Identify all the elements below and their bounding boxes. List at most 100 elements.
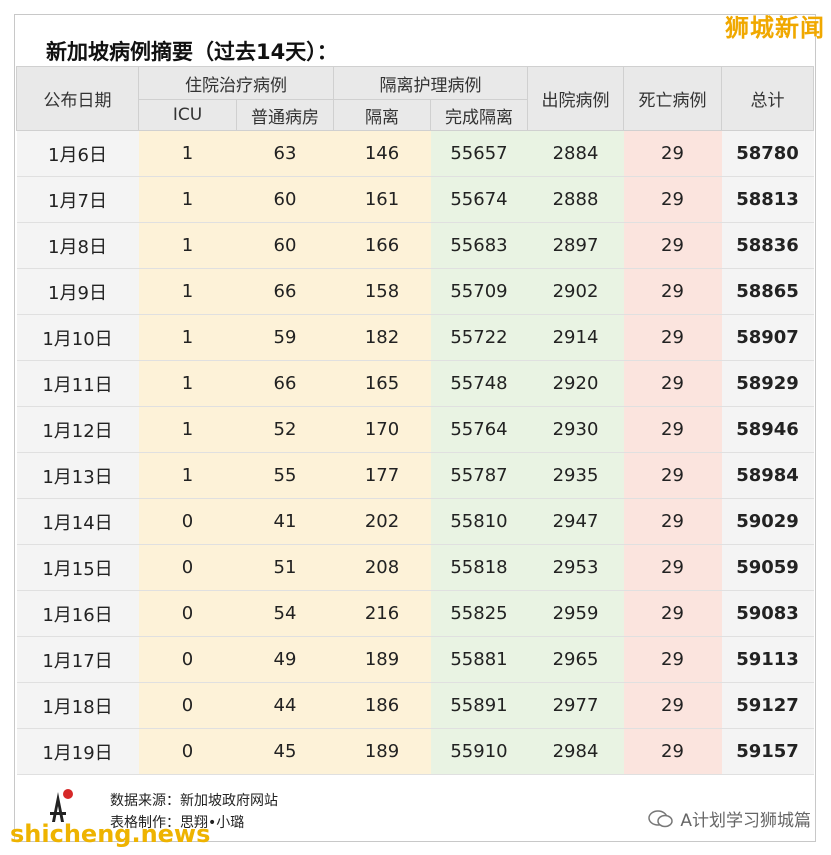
cell-completed: 55764 bbox=[430, 406, 528, 453]
cell-total: 59083 bbox=[721, 590, 814, 637]
page-title: 新加坡病例摘要（过去14天）： bbox=[46, 40, 338, 64]
cell-isolation: 202 bbox=[333, 498, 431, 545]
cell-discharged: 2897 bbox=[527, 222, 624, 269]
cell-date: 1月12日 bbox=[16, 406, 139, 453]
table-row: 1月14日 0 41 202 55810 2947 29 59029 bbox=[16, 498, 814, 545]
table-row: 1月15日 0 51 208 55818 2953 29 59059 bbox=[16, 544, 814, 591]
cell-completed: 55657 bbox=[430, 130, 528, 177]
cell-discharged: 2947 bbox=[527, 498, 624, 545]
table-row: 1月11日 1 66 165 55748 2920 29 58929 bbox=[16, 360, 814, 407]
cell-total: 59127 bbox=[721, 682, 814, 729]
cell-isolation: 189 bbox=[333, 636, 431, 683]
cell-icu: 1 bbox=[138, 222, 237, 269]
cell-isolation: 166 bbox=[333, 222, 431, 269]
cell-discharged: 2935 bbox=[527, 452, 624, 499]
cell-icu: 1 bbox=[138, 268, 237, 315]
cell-date: 1月17日 bbox=[16, 636, 139, 683]
header-discharged: 出院病例 bbox=[527, 66, 624, 131]
cell-isolation: 146 bbox=[333, 130, 431, 177]
cell-icu: 1 bbox=[138, 406, 237, 453]
table-row: 1月19日 0 45 189 55910 2984 29 59157 bbox=[16, 728, 814, 775]
cell-deaths: 29 bbox=[623, 682, 722, 729]
cell-date: 1月14日 bbox=[16, 498, 139, 545]
header-deaths: 死亡病例 bbox=[623, 66, 722, 131]
cell-icu: 1 bbox=[138, 130, 237, 177]
cell-deaths: 29 bbox=[623, 176, 722, 223]
cell-ward: 59 bbox=[236, 314, 334, 361]
cell-ward: 63 bbox=[236, 130, 334, 177]
cell-date: 1月9日 bbox=[16, 268, 139, 315]
cell-deaths: 29 bbox=[623, 130, 722, 177]
cell-deaths: 29 bbox=[623, 406, 722, 453]
cell-isolation: 182 bbox=[333, 314, 431, 361]
cell-date: 1月13日 bbox=[16, 452, 139, 499]
cell-isolation: 216 bbox=[333, 590, 431, 637]
cell-ward: 60 bbox=[236, 222, 334, 269]
cell-total: 59157 bbox=[721, 728, 814, 775]
cell-total: 58929 bbox=[721, 360, 814, 407]
cell-ward: 41 bbox=[236, 498, 334, 545]
cell-icu: 1 bbox=[138, 452, 237, 499]
cell-discharged: 2953 bbox=[527, 544, 624, 591]
table-row: 1月10日 1 59 182 55722 2914 29 58907 bbox=[16, 314, 814, 361]
cell-date: 1月16日 bbox=[16, 590, 139, 637]
cell-isolation: 170 bbox=[333, 406, 431, 453]
cell-completed: 55910 bbox=[430, 728, 528, 775]
cases-table: 公布日期 住院治疗病例 隔离护理病例 出院病例 死亡病例 总计 ICU 普通病房… bbox=[16, 66, 814, 775]
cell-icu: 0 bbox=[138, 728, 237, 775]
cell-completed: 55825 bbox=[430, 590, 528, 637]
cell-total: 59113 bbox=[721, 636, 814, 683]
cell-icu: 0 bbox=[138, 636, 237, 683]
cell-discharged: 2914 bbox=[527, 314, 624, 361]
cell-date: 1月10日 bbox=[16, 314, 139, 361]
table-row: 1月6日 1 63 146 55657 2884 29 58780 bbox=[16, 130, 814, 177]
maker-note: 表格制作：思翔•小璐 bbox=[110, 815, 245, 831]
cell-discharged: 2902 bbox=[527, 268, 624, 315]
header-hospital-group: 住院治疗病例 bbox=[138, 66, 334, 100]
cell-date: 1月19日 bbox=[16, 728, 139, 775]
table-body: 1月6日 1 63 146 55657 2884 29 58780 1月7日 1 60 161 5567… bbox=[16, 130, 814, 775]
watermark-site: shicheng.news bbox=[10, 820, 211, 848]
table-row: 1月17日 0 49 189 55881 2965 29 59113 bbox=[16, 636, 814, 683]
cell-date: 1月11日 bbox=[16, 360, 139, 407]
table-row: 1月9日 1 66 158 55709 2902 29 58865 bbox=[16, 268, 814, 315]
table-row: 1月7日 1 60 161 55674 2888 29 58813 bbox=[16, 176, 814, 223]
cell-completed: 55709 bbox=[430, 268, 528, 315]
cell-ward: 52 bbox=[236, 406, 334, 453]
cell-icu: 0 bbox=[138, 682, 237, 729]
header-total: 总计 bbox=[721, 66, 814, 131]
table-row: 1月12日 1 52 170 55764 2930 29 58946 bbox=[16, 406, 814, 453]
cell-isolation: 186 bbox=[333, 682, 431, 729]
cell-total: 59059 bbox=[721, 544, 814, 591]
cell-total: 58907 bbox=[721, 314, 814, 361]
cell-ward: 45 bbox=[236, 728, 334, 775]
cell-completed: 55881 bbox=[430, 636, 528, 683]
footer-notes: 数据来源：新加坡政府网站 表格制作：思翔•小璐 bbox=[110, 790, 278, 834]
cell-deaths: 29 bbox=[623, 544, 722, 591]
watermark-account: A计划学习狮城篇 bbox=[648, 806, 811, 831]
brand-label: 狮城新闻 bbox=[725, 14, 825, 42]
cell-deaths: 29 bbox=[623, 222, 722, 269]
cell-deaths: 29 bbox=[623, 498, 722, 545]
logo-icon bbox=[50, 789, 73, 822]
wechat-icon bbox=[648, 809, 674, 827]
table-row: 1月18日 0 44 186 55891 2977 29 59127 bbox=[16, 682, 814, 729]
header-isolation-group: 隔离护理病例 bbox=[333, 66, 528, 100]
cell-completed: 55683 bbox=[430, 222, 528, 269]
header-completed: 完成隔离 bbox=[430, 99, 528, 131]
cell-icu: 1 bbox=[138, 360, 237, 407]
cell-date: 1月15日 bbox=[16, 544, 139, 591]
cell-discharged: 2884 bbox=[527, 130, 624, 177]
cell-deaths: 29 bbox=[623, 452, 722, 499]
table-row: 1月8日 1 60 166 55683 2897 29 58836 bbox=[16, 222, 814, 269]
cell-completed: 55787 bbox=[430, 452, 528, 499]
cell-discharged: 2920 bbox=[527, 360, 624, 407]
cell-icu: 1 bbox=[138, 314, 237, 361]
cell-completed: 55748 bbox=[430, 360, 528, 407]
header-ward: 普通病房 bbox=[236, 99, 334, 131]
cell-total: 58984 bbox=[721, 452, 814, 499]
cell-ward: 60 bbox=[236, 176, 334, 223]
cell-deaths: 29 bbox=[623, 268, 722, 315]
cell-ward: 55 bbox=[236, 452, 334, 499]
cell-ward: 51 bbox=[236, 544, 334, 591]
